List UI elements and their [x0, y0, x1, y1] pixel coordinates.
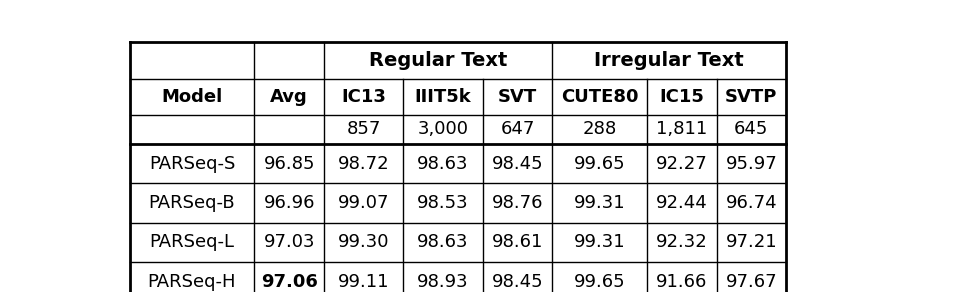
- Text: SVT: SVT: [498, 88, 537, 106]
- Text: 1,811: 1,811: [656, 121, 708, 138]
- Text: 92.27: 92.27: [656, 155, 708, 173]
- Text: 3,000: 3,000: [418, 121, 468, 138]
- Text: SVTP: SVTP: [725, 88, 778, 106]
- Text: 99.65: 99.65: [574, 273, 626, 291]
- Text: 92.32: 92.32: [656, 234, 708, 251]
- Text: 99.31: 99.31: [574, 234, 626, 251]
- Text: 98.53: 98.53: [418, 194, 468, 212]
- Text: PARSeq-B: PARSeq-B: [148, 194, 235, 212]
- Text: Regular Text: Regular Text: [369, 51, 508, 70]
- Text: CUTE80: CUTE80: [561, 88, 638, 106]
- Text: 98.72: 98.72: [338, 155, 389, 173]
- Text: 99.11: 99.11: [338, 273, 389, 291]
- Text: 97.21: 97.21: [725, 234, 777, 251]
- Text: 98.63: 98.63: [418, 155, 468, 173]
- Text: 99.31: 99.31: [574, 194, 626, 212]
- Text: 98.61: 98.61: [492, 234, 544, 251]
- Text: Irregular Text: Irregular Text: [594, 51, 744, 70]
- Text: 97.06: 97.06: [261, 273, 317, 291]
- Text: 99.30: 99.30: [338, 234, 389, 251]
- Text: 96.85: 96.85: [264, 155, 315, 173]
- Text: 97.67: 97.67: [725, 273, 777, 291]
- Text: Model: Model: [161, 88, 223, 106]
- Text: IC15: IC15: [660, 88, 704, 106]
- Text: 98.45: 98.45: [492, 155, 544, 173]
- Text: 857: 857: [346, 121, 381, 138]
- Text: 647: 647: [501, 121, 535, 138]
- Text: 96.96: 96.96: [264, 194, 315, 212]
- Text: 92.44: 92.44: [656, 194, 708, 212]
- Text: PARSeq-S: PARSeq-S: [148, 155, 235, 173]
- Text: 91.66: 91.66: [656, 273, 708, 291]
- Text: 645: 645: [734, 121, 768, 138]
- Text: PARSeq-L: PARSeq-L: [149, 234, 234, 251]
- Text: 288: 288: [583, 121, 617, 138]
- Text: IC13: IC13: [342, 88, 386, 106]
- Text: 98.76: 98.76: [492, 194, 544, 212]
- Text: 98.45: 98.45: [492, 273, 544, 291]
- Text: 96.74: 96.74: [725, 194, 777, 212]
- Text: 98.93: 98.93: [418, 273, 468, 291]
- Text: IIIT5k: IIIT5k: [415, 88, 471, 106]
- Text: 99.07: 99.07: [338, 194, 389, 212]
- Text: Avg: Avg: [270, 88, 308, 106]
- Text: 98.63: 98.63: [418, 234, 468, 251]
- Text: 99.65: 99.65: [574, 155, 626, 173]
- Text: PARSeq-H: PARSeq-H: [147, 273, 236, 291]
- Text: 95.97: 95.97: [725, 155, 777, 173]
- Text: 97.03: 97.03: [264, 234, 315, 251]
